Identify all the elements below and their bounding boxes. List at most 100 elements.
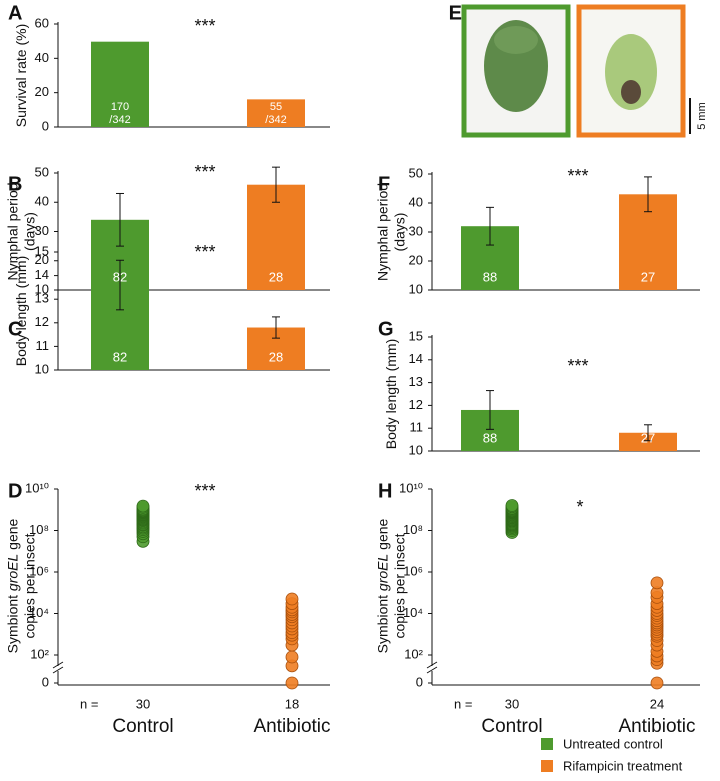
y-axis-label-part: Symbiont [374, 591, 390, 653]
point [285, 676, 299, 690]
y-axis-label: Symbiont groEL gene [4, 518, 20, 653]
y-axis-label-part: (days) [21, 212, 37, 251]
y-tick-label: 10 [409, 281, 423, 296]
error-bar [272, 316, 280, 339]
y-axis-label: copies per insect [21, 533, 37, 638]
legend-label: Untreated control [563, 736, 663, 751]
panel-letter: E [449, 2, 462, 24]
y-axis-label-part: gene [4, 518, 20, 553]
n-prefix: n = [454, 696, 472, 711]
y-axis-label-part: Survival rate (%) [13, 24, 29, 127]
annotation: *** [194, 242, 215, 262]
y-axis-label-part: Body length (mm) [383, 339, 399, 449]
bar [91, 41, 149, 127]
point [136, 499, 150, 513]
point [285, 592, 299, 606]
panel-letter: F [378, 173, 390, 195]
point [505, 499, 519, 512]
y-axis-label-part: (days) [391, 213, 407, 252]
panel-letter: A [8, 2, 22, 24]
insect [605, 34, 657, 110]
panel-letter: G [378, 318, 394, 340]
photo-frame [576, 4, 686, 138]
annotation: *** [194, 162, 215, 182]
value-label: /342 [109, 114, 130, 126]
legend-swatch [541, 738, 553, 750]
error-bar [486, 206, 494, 246]
bar-n-label: 27 [641, 430, 655, 445]
y-tick-label: 50 [409, 165, 423, 180]
y-tick-label: 10 [409, 442, 423, 457]
y-axis-label: Survival rate (%) [13, 24, 29, 127]
y-tick-label: 11 [410, 420, 424, 435]
insect-head [494, 26, 538, 54]
y-tick-label: 14 [35, 267, 49, 282]
y-axis-label: copies per insect [391, 533, 407, 638]
y-tick-label: 12 [35, 314, 49, 329]
y-axis-label: Nymphal period [374, 183, 390, 281]
axis-break [52, 666, 64, 674]
y-axis-label-part: copies per insect [391, 533, 407, 638]
y-axis-label: Body length (mm) [383, 339, 399, 449]
value-label: 55 [270, 101, 282, 113]
point [650, 576, 664, 590]
y-tick-label: 0 [42, 674, 49, 689]
bar-n-label: 88 [483, 430, 497, 445]
y-tick-label: 10² [30, 646, 49, 661]
y-axis-label: (days) [391, 213, 407, 252]
y-tick-label: 10¹⁰ [25, 480, 49, 495]
y-tick-label: 50 [35, 164, 49, 179]
annotation: * [576, 497, 583, 517]
n-label: 18 [285, 696, 299, 711]
axis-break [52, 661, 64, 669]
error-bar [272, 166, 280, 203]
bar-n-label: 88 [483, 269, 497, 284]
y-axis-label: Symbiont groEL gene [374, 518, 390, 653]
y-tick-label: 15 [409, 328, 423, 343]
y-tick-label: 13 [35, 291, 49, 306]
panel-letter: D [8, 480, 22, 502]
error-bar [644, 424, 652, 442]
axis-break [426, 666, 438, 674]
y-tick-label: 11 [36, 338, 50, 353]
bar-n-label: 28 [269, 349, 283, 364]
scale-label: 5 mm [696, 102, 708, 130]
y-tick-label: 40 [35, 194, 49, 209]
n-label: 30 [505, 696, 519, 711]
error-bar [116, 192, 124, 247]
y-tick-label: 10 [35, 361, 49, 376]
n-label: 30 [136, 696, 150, 711]
y-tick-label: 12 [409, 397, 423, 412]
y-tick-label: 10 [35, 281, 49, 296]
legend-label: Rifampicin treatment [563, 758, 683, 773]
x-category-label: Control [481, 716, 542, 737]
x-category-label: Control [112, 716, 173, 737]
bar-n-label: 28 [269, 269, 283, 284]
y-tick-label: 10⁶ [29, 563, 49, 578]
bar [619, 432, 677, 451]
error-bar [486, 390, 494, 430]
y-axis-label-part: copies per insect [21, 533, 37, 638]
y-tick-label: 20 [35, 84, 49, 99]
axis-break [426, 661, 438, 669]
photo-panel: E 5 mm [449, 2, 708, 138]
y-tick-label: 14 [409, 351, 423, 366]
y-axis-label-part: groEL [4, 554, 20, 591]
y-tick-label: 60 [35, 15, 49, 30]
y-axis-label: Nymphal period [4, 182, 20, 280]
y-axis-label: (days) [21, 212, 37, 251]
legend-swatch [541, 760, 553, 772]
y-tick-label: 13 [409, 374, 423, 389]
x-category-label: Antibiotic [618, 716, 695, 737]
y-axis-label-part: Body length (mm) [13, 256, 29, 366]
y-tick-label: 10⁸ [29, 522, 49, 537]
x-category-label: Antibiotic [253, 716, 330, 737]
error-bar [116, 259, 124, 311]
insect-mark [621, 80, 641, 104]
y-tick-label: 10⁶ [403, 563, 423, 578]
y-tick-label: 30 [409, 223, 423, 238]
y-tick-label: 10⁸ [403, 522, 423, 537]
value-label: /342 [265, 114, 286, 126]
point [650, 676, 664, 690]
